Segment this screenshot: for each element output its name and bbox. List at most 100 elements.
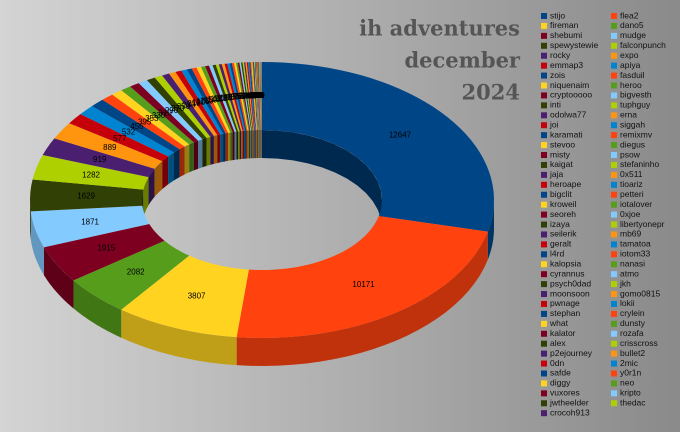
legend-swatch	[611, 251, 617, 257]
legend-label: l4rd	[550, 249, 564, 259]
legend-swatch	[611, 53, 617, 59]
inner-wall	[220, 134, 223, 163]
legend-swatch	[541, 122, 547, 128]
legend-swatch	[541, 73, 547, 79]
legend-swatch	[541, 390, 547, 396]
legend-label: bigclit	[550, 189, 572, 199]
legend-label: stefaninho	[620, 159, 659, 169]
legend-swatch	[541, 361, 547, 367]
inner-wall	[233, 132, 235, 160]
legend-swatch	[541, 222, 547, 228]
legend-label: apiya	[620, 60, 641, 70]
legend-label: cyrannus	[550, 268, 585, 278]
legend-label: 0x511	[620, 169, 643, 179]
legend-label: psych0dad	[550, 278, 591, 288]
legend-swatch	[541, 241, 547, 247]
legend-swatch	[611, 370, 617, 376]
legend-label: flea2	[620, 10, 639, 20]
legend-swatch	[611, 102, 617, 108]
value-label: 12647	[389, 131, 412, 140]
legend-swatch	[611, 241, 617, 247]
legend-label: safde	[550, 368, 571, 378]
inner-wall	[168, 152, 174, 184]
legend-swatch	[611, 271, 617, 277]
legend-swatch	[541, 380, 547, 386]
legend-swatch	[541, 331, 547, 337]
legend-label: moonsoon	[550, 288, 590, 298]
inner-wall	[162, 156, 168, 189]
inner-wall	[185, 144, 190, 174]
legend-label: inti	[550, 100, 561, 110]
legend-label: gomo0815	[620, 288, 660, 298]
legend-swatch	[541, 53, 547, 59]
legend-swatch	[541, 172, 547, 178]
legend-swatch	[541, 212, 547, 218]
legend-swatch	[611, 231, 617, 237]
legend-label: stevoo	[550, 139, 575, 149]
legend-swatch	[541, 192, 547, 198]
legend-label: emmap3	[550, 60, 583, 70]
legend-label: jaja	[549, 169, 564, 179]
legend-label: kaigat	[550, 159, 573, 169]
legend-swatch	[541, 102, 547, 108]
inner-wall	[238, 131, 240, 159]
legend-label: thedac	[620, 398, 646, 408]
legend-swatch	[611, 361, 617, 367]
legend-swatch	[611, 222, 617, 228]
value-label: 1871	[81, 217, 99, 226]
legend-swatch	[611, 132, 617, 138]
legend-swatch	[541, 261, 547, 267]
inner-wall	[235, 132, 237, 160]
legend-label: 0dn	[550, 358, 564, 368]
legend-swatch	[541, 271, 547, 277]
legend-label: p2ejourney	[550, 348, 593, 358]
legend-label: tioariz	[620, 179, 643, 189]
legend-swatch	[611, 162, 617, 168]
legend-label: diegus	[620, 139, 645, 149]
legend-label: shebumi	[550, 30, 582, 40]
inner-wall	[230, 132, 232, 160]
legend-label: crylein	[620, 308, 645, 318]
legend-label: izaya	[550, 219, 570, 229]
legend-swatch	[611, 291, 617, 297]
legend-label: kalopsia	[550, 259, 581, 269]
inner-wall	[249, 130, 250, 158]
legend-label: erna	[620, 110, 637, 120]
legend-label: geralt	[550, 239, 572, 249]
value-label: 1	[260, 91, 265, 100]
legend-swatch	[541, 13, 547, 19]
legend-label: kripto	[620, 388, 641, 398]
inner-wall	[179, 147, 184, 178]
inner-wall	[223, 133, 226, 162]
inner-wall	[217, 134, 220, 163]
legend-label: alex	[550, 338, 566, 348]
chart-title: ih adventures	[359, 16, 520, 41]
legend-swatch	[611, 122, 617, 128]
legend-label: y0r1n	[620, 368, 642, 378]
legend-label: cryptooooo	[550, 90, 592, 100]
legend-swatch	[611, 301, 617, 307]
legend-swatch	[541, 92, 547, 98]
legend-label: crocoh913	[550, 407, 590, 417]
inner-wall	[245, 131, 246, 159]
value-label: 919	[93, 155, 107, 164]
inner-wall	[240, 131, 242, 159]
legend-swatch	[611, 182, 617, 188]
legend-swatch	[611, 390, 617, 396]
legend-label: siggah	[620, 119, 645, 129]
legend-swatch	[611, 380, 617, 386]
legend-label: karamati	[550, 129, 583, 139]
legend-label: seoreh	[550, 209, 576, 219]
legend-swatch	[611, 63, 617, 69]
legend-label: 2mic	[620, 358, 639, 368]
inner-wall	[251, 130, 252, 158]
inner-wall	[252, 130, 253, 158]
legend-swatch	[541, 251, 547, 257]
legend-swatch	[611, 351, 617, 357]
legend-label: expo	[620, 50, 639, 60]
legend-swatch	[611, 73, 617, 79]
legend-swatch	[541, 301, 547, 307]
legend-swatch	[541, 23, 547, 29]
legend-swatch	[541, 281, 547, 287]
